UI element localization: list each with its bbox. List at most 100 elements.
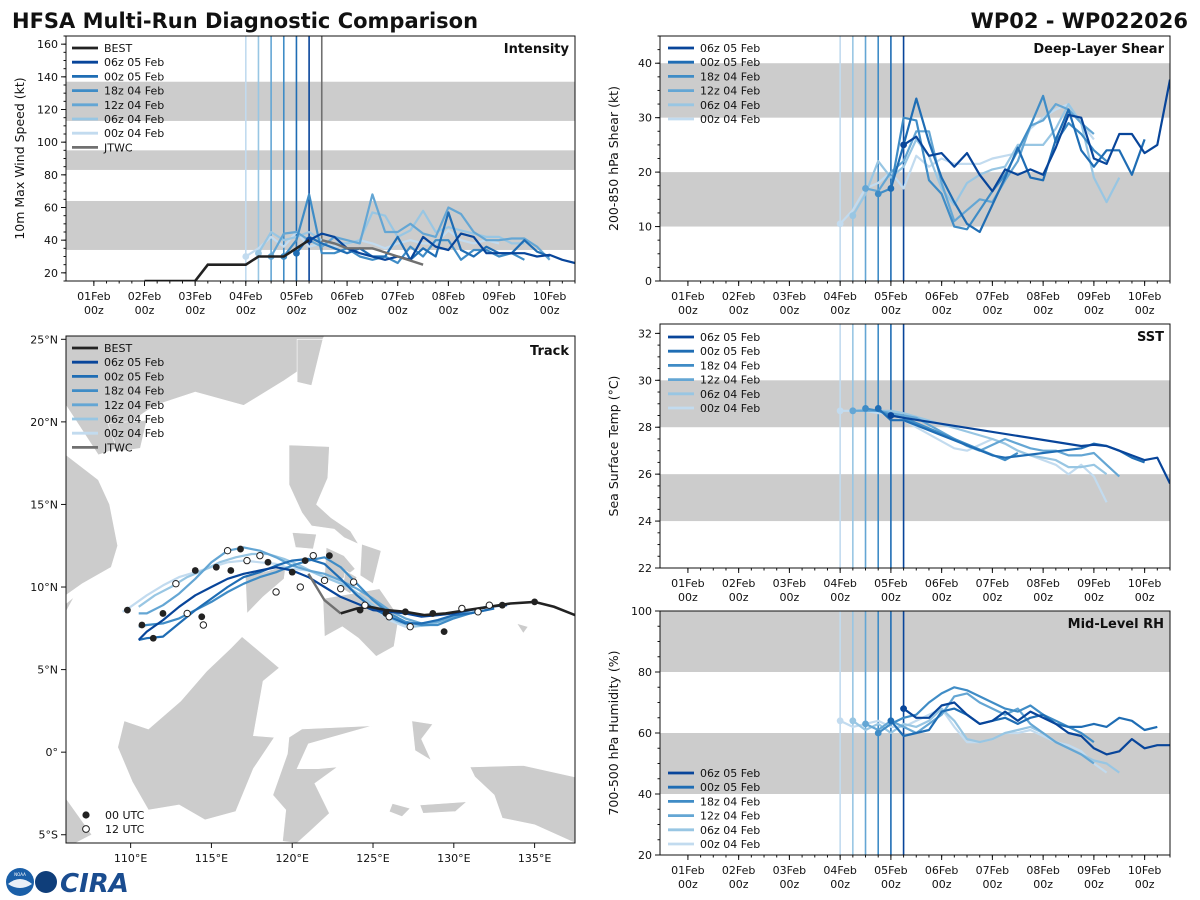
track-marker-12utc bbox=[474, 608, 482, 616]
track-marker-00utc bbox=[301, 557, 309, 564]
track-xtick-label: 115°E bbox=[195, 852, 228, 865]
intensity-xtick-label-hour: 00z bbox=[236, 304, 256, 317]
page-title: HFSA Multi-Run Diagnostic Comparison bbox=[12, 9, 478, 33]
track-legend-00utc-label: 00 UTC bbox=[105, 809, 145, 822]
shear-legend-label: 12z 04 Feb bbox=[700, 85, 760, 98]
intensity-ytick-label: 140 bbox=[37, 71, 58, 84]
rh-xtick-label-hour: 00z bbox=[780, 878, 800, 891]
sst-plot-area bbox=[660, 324, 1170, 568]
shear-series-line bbox=[903, 79, 1170, 193]
intensity-xtick-label-hour: 00z bbox=[135, 304, 155, 317]
shear-xtick-label: 03Feb bbox=[773, 290, 806, 303]
track-marker-00utc bbox=[237, 545, 244, 553]
rh-xtick-label-hour: 00z bbox=[1135, 878, 1155, 891]
intensity-legend-label: 18z 04 Feb bbox=[104, 85, 164, 98]
shear-xtick-label: 05Feb bbox=[874, 290, 907, 303]
land-polygon bbox=[516, 622, 529, 634]
rh-series-start-point bbox=[887, 717, 895, 725]
track-xtick-label: 120°E bbox=[275, 852, 308, 865]
sst-legend-label: 12z 04 Feb bbox=[700, 374, 760, 387]
track-ytick-label: 0° bbox=[46, 746, 59, 759]
sst-legend-label: 06z 04 Feb bbox=[700, 388, 760, 401]
sst-xtick-label: 04Feb bbox=[823, 577, 856, 590]
intensity-xtick-label-hour: 00z bbox=[337, 304, 357, 317]
track-marker-00utc bbox=[138, 621, 146, 629]
sst-xtick-label-hour: 00z bbox=[1135, 591, 1155, 604]
rh-ylabel: 700-500 hPa Humidity (%) bbox=[606, 650, 621, 815]
intensity-legend-label: 00z 04 Feb bbox=[104, 127, 164, 140]
intensity-xtick-label: 09Feb bbox=[482, 290, 515, 303]
intensity-xtick-label: 02Feb bbox=[128, 290, 161, 303]
rh-band bbox=[660, 611, 1170, 672]
track-xtick-label: 110°E bbox=[114, 852, 147, 865]
shear-series-start-point bbox=[874, 190, 882, 198]
shear-band bbox=[660, 172, 1170, 227]
sst-xtick-label-hour: 00z bbox=[1084, 591, 1104, 604]
rh-ytick-label: 20 bbox=[638, 849, 652, 862]
sst-legend-label: 00z 04 Feb bbox=[700, 402, 760, 415]
intensity-xtick-label-hour: 00z bbox=[388, 304, 408, 317]
sst-xtick-label: 01Feb bbox=[671, 577, 704, 590]
intensity-legend-label: BEST bbox=[104, 42, 132, 55]
shear-legend-label: 18z 04 Feb bbox=[700, 70, 760, 83]
land-polygon bbox=[419, 801, 468, 814]
intensity-title: Intensity bbox=[504, 42, 570, 57]
intensity-xtick-label: 03Feb bbox=[178, 290, 211, 303]
intensity-legend-label: 06z 05 Feb bbox=[104, 56, 164, 69]
intensity-jtwc-line bbox=[321, 239, 424, 266]
track-marker-00utc bbox=[149, 634, 157, 642]
shear-xtick-label: 06Feb bbox=[925, 290, 958, 303]
cira-logo-text: CIRA bbox=[60, 869, 129, 899]
shear-ylabel: 200-850 hPa Shear (kt) bbox=[606, 86, 621, 231]
sst-xtick-label: 09Feb bbox=[1077, 577, 1110, 590]
shear-xtick-label-hour: 00z bbox=[932, 304, 952, 317]
shear-series-line bbox=[839, 102, 1095, 225]
sst-xtick-label: 08Feb bbox=[1026, 577, 1059, 590]
sst-xtick-label: 07Feb bbox=[976, 577, 1009, 590]
shear-ytick-label: 10 bbox=[638, 221, 652, 234]
sst-legend-label: 06z 05 Feb bbox=[700, 331, 760, 344]
shear-xtick-label: 07Feb bbox=[976, 290, 1009, 303]
sst-legend-label: 18z 04 Feb bbox=[700, 359, 760, 372]
shear-series-start-point bbox=[836, 220, 844, 228]
intensity-xtick-label: 07Feb bbox=[381, 290, 414, 303]
track-marker-12utc bbox=[183, 609, 191, 618]
land-polygon bbox=[388, 803, 411, 817]
rh-legend-label: 18z 04 Feb bbox=[700, 795, 760, 808]
shear-band bbox=[660, 63, 1170, 118]
track-ytick-label: 10°N bbox=[30, 581, 58, 594]
intensity-ytick-label: 160 bbox=[37, 38, 58, 51]
sst-series-start-point bbox=[887, 412, 895, 419]
sst-ytick-label: 28 bbox=[638, 421, 652, 434]
rh-ytick-label: 40 bbox=[638, 788, 652, 801]
track-frame bbox=[65, 335, 576, 844]
shear-series-start-point bbox=[900, 141, 907, 149]
rh-xtick-label: 04Feb bbox=[823, 864, 856, 877]
track-series-line bbox=[122, 559, 479, 628]
intensity-ytick-label: 40 bbox=[44, 234, 58, 247]
track-marker-12utc bbox=[336, 584, 345, 593]
track-marker-00utc bbox=[401, 608, 409, 616]
track-marker-12utc bbox=[243, 556, 251, 565]
intensity-xtick-label: 01Feb bbox=[77, 290, 110, 303]
intensity-xtick-label: 04Feb bbox=[229, 290, 262, 303]
shear-xtick-label: 01Feb bbox=[671, 290, 704, 303]
sst-xtick-label-hour: 00z bbox=[830, 591, 850, 604]
shear-legend-label: 06z 05 Feb bbox=[700, 42, 760, 55]
track-marker-12utc bbox=[309, 551, 317, 560]
shear-series-line bbox=[851, 102, 1121, 217]
rh-series-line bbox=[839, 707, 1108, 774]
sst-xtick-label-hour: 00z bbox=[982, 591, 1002, 604]
rh-xtick-label-hour: 00z bbox=[1084, 878, 1104, 891]
intensity-legend-label: 06z 04 Feb bbox=[104, 113, 164, 126]
intensity-xtick-label: 10Feb bbox=[533, 290, 566, 303]
shear-series-start-point bbox=[849, 212, 857, 220]
intensity-best-line bbox=[144, 239, 310, 281]
rh-series-start-point bbox=[874, 729, 882, 737]
shear-xtick-label: 08Feb bbox=[1026, 290, 1059, 303]
shear-series-line bbox=[865, 102, 1095, 223]
rh-legend-label: 12z 04 Feb bbox=[700, 810, 760, 823]
intensity-xtick-label: 05Feb bbox=[280, 290, 313, 303]
logo: NOAA CIRA bbox=[6, 868, 129, 899]
